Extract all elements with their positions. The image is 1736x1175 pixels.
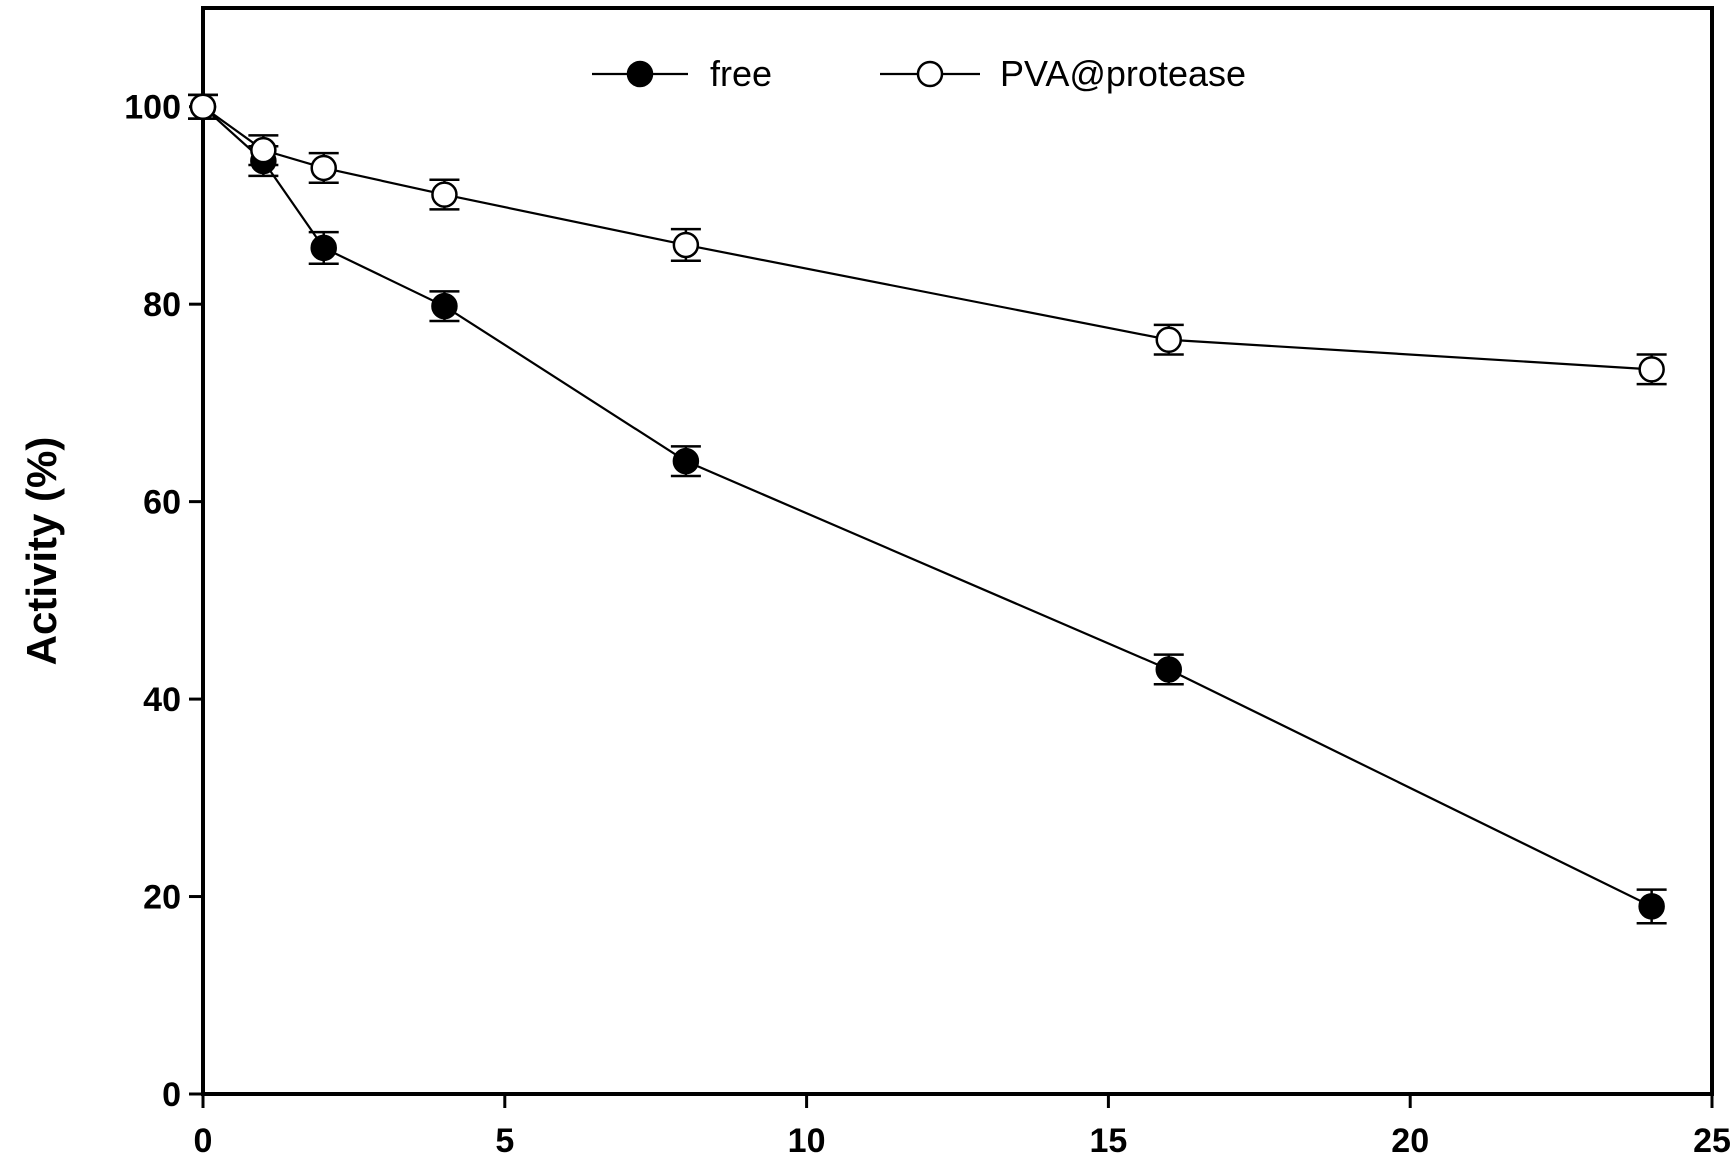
data-point-pva: [1155, 326, 1183, 353]
data-point-pva: [672, 231, 700, 259]
series-line-0: [202, 105, 1653, 908]
x-tick-label: 10: [788, 1122, 826, 1160]
x-tick-label: 25: [1693, 1122, 1731, 1160]
data-point-free: [310, 234, 337, 262]
y-tick-label: 100: [124, 89, 181, 127]
x-tick-label: 5: [495, 1122, 514, 1160]
error-bars: [188, 93, 1667, 925]
plot-area: [201, 6, 1714, 1096]
y-tick-label: 40: [143, 681, 181, 719]
ticks: 0 5 10 15 20 25 0 20 40 60 80 100: [124, 89, 1731, 1160]
legend-label: free: [710, 53, 772, 94]
data-point-pva: [431, 181, 458, 208]
legend-marker: [916, 60, 944, 88]
series-lines: [202, 105, 1653, 908]
data-point-pva: [189, 93, 217, 120]
y-tick-label: 80: [143, 286, 181, 324]
data-point-pva: [250, 136, 277, 164]
y-tick-label: 0: [162, 1076, 181, 1114]
data-point-free: [1638, 893, 1665, 920]
series-line-1: [202, 105, 1652, 371]
x-tick-label: 15: [1089, 1122, 1127, 1160]
data-point-free: [672, 447, 700, 475]
y-tick-label: 20: [143, 879, 181, 917]
plot-frame: [201, 6, 1714, 1096]
data-point-pva: [1638, 356, 1665, 383]
y-tick-label: 60: [143, 484, 181, 522]
markers: [189, 93, 1665, 920]
data-point-pva: [310, 154, 337, 182]
data-point-free: [1155, 656, 1183, 683]
x-tick-label: 20: [1391, 1122, 1429, 1160]
legend-marker: [626, 60, 654, 88]
data-point-free: [431, 292, 458, 320]
legend-label: PVA@protease: [1000, 53, 1246, 94]
y-axis-title: Activity (%): [18, 437, 65, 666]
legend: free PVA@protease: [592, 53, 1246, 94]
x-tick-label: 0: [194, 1122, 213, 1160]
